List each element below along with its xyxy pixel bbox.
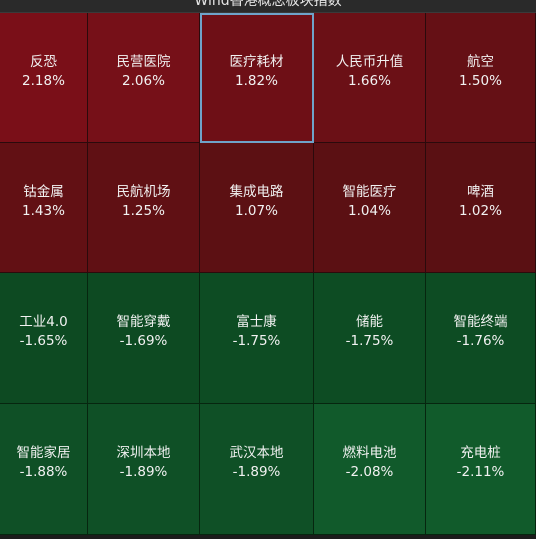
heatmap-tile[interactable]: 智能医疗 1.04% bbox=[314, 143, 426, 273]
heatmap-tile[interactable]: 燃料电池 -2.08% bbox=[314, 404, 426, 535]
bottom-bar bbox=[0, 535, 536, 539]
tile-name: 集成电路 bbox=[229, 183, 284, 200]
tile-change: -1.89% bbox=[232, 464, 281, 480]
heatmap-tile[interactable]: 工业4.0 -1.65% bbox=[0, 273, 88, 404]
heatmap-tile[interactable]: 航空 1.50% bbox=[426, 13, 536, 143]
tile-change: -2.11% bbox=[456, 464, 505, 480]
tile-name: 智能家居 bbox=[16, 445, 71, 461]
tile-change: 1.66% bbox=[348, 72, 391, 89]
tile-change: -1.76% bbox=[456, 333, 505, 349]
heatmap-tile[interactable]: 智能穿戴 -1.69% bbox=[88, 273, 200, 404]
heatmap-tile[interactable]: 啤酒 1.02% bbox=[426, 143, 536, 273]
heatmap-tile[interactable]: 武汉本地 -1.89% bbox=[200, 404, 314, 535]
tile-change: -2.08% bbox=[345, 464, 394, 480]
tile-change: 1.43% bbox=[22, 202, 65, 219]
tile-name: 民航机场 bbox=[116, 183, 171, 200]
heatmap-tile[interactable]: 钴金属 1.43% bbox=[0, 143, 88, 273]
heatmap-tile[interactable]: 充电桩 -2.11% bbox=[426, 404, 536, 535]
heatmap-grid: 反恐 2.18% 民营医院 2.06% 医疗耗材 1.82% 人民币升值 1.6… bbox=[0, 13, 536, 535]
tile-change: 1.07% bbox=[235, 202, 278, 219]
tile-name: 武汉本地 bbox=[229, 445, 284, 461]
tile-name: 智能终端 bbox=[453, 314, 508, 330]
tile-name: 智能穿戴 bbox=[116, 314, 171, 330]
tile-name: 人民币升值 bbox=[335, 53, 404, 70]
tile-name: 燃料电池 bbox=[342, 445, 397, 461]
tile-name: 医疗耗材 bbox=[229, 53, 284, 70]
heatmap-tile[interactable]: 反恐 2.18% bbox=[0, 13, 88, 143]
tile-name: 民营医院 bbox=[116, 53, 171, 70]
tile-change: -1.75% bbox=[232, 333, 281, 349]
tile-name: 富士康 bbox=[236, 314, 277, 330]
tile-change: 1.04% bbox=[348, 202, 391, 219]
heatmap-tile[interactable]: 智能终端 -1.76% bbox=[426, 273, 536, 404]
tile-change: 1.50% bbox=[459, 72, 502, 89]
heatmap-tile[interactable]: 集成电路 1.07% bbox=[200, 143, 314, 273]
tile-name: 充电桩 bbox=[460, 445, 501, 461]
tile-name: 储能 bbox=[356, 314, 383, 330]
tile-change: -1.75% bbox=[345, 333, 394, 349]
tile-change: -1.65% bbox=[19, 333, 68, 349]
tile-name: 啤酒 bbox=[467, 183, 494, 200]
tile-change: 1.02% bbox=[459, 202, 502, 219]
heatmap-tile[interactable]: 医疗耗材 1.82% bbox=[200, 13, 314, 143]
heatmap-tile[interactable]: 储能 -1.75% bbox=[314, 273, 426, 404]
page-title: Wind香港概念板块指数 bbox=[194, 0, 342, 9]
heatmap-tile[interactable]: 人民币升值 1.66% bbox=[314, 13, 426, 143]
tile-change: 1.25% bbox=[122, 202, 165, 219]
tile-change: 2.06% bbox=[122, 72, 165, 89]
tile-change: -1.88% bbox=[19, 464, 68, 480]
tile-change: 1.82% bbox=[235, 72, 278, 89]
tile-change: -1.69% bbox=[119, 333, 168, 349]
tile-change: 2.18% bbox=[22, 72, 65, 89]
heatmap-tile[interactable]: 民营医院 2.06% bbox=[88, 13, 200, 143]
heatmap-tile[interactable]: 富士康 -1.75% bbox=[200, 273, 314, 404]
tile-name: 工业4.0 bbox=[19, 314, 68, 330]
tile-name: 钴金属 bbox=[23, 183, 64, 200]
tile-name: 航空 bbox=[467, 53, 494, 70]
heatmap-tile[interactable]: 智能家居 -1.88% bbox=[0, 404, 88, 535]
heatmap-tile[interactable]: 民航机场 1.25% bbox=[88, 143, 200, 273]
tile-name: 智能医疗 bbox=[342, 183, 397, 200]
tile-change: -1.89% bbox=[119, 464, 168, 480]
tile-name: 深圳本地 bbox=[116, 445, 171, 461]
title-bar: Wind香港概念板块指数 bbox=[0, 0, 536, 13]
heatmap-tile[interactable]: 深圳本地 -1.89% bbox=[88, 404, 200, 535]
tile-name: 反恐 bbox=[30, 53, 57, 70]
